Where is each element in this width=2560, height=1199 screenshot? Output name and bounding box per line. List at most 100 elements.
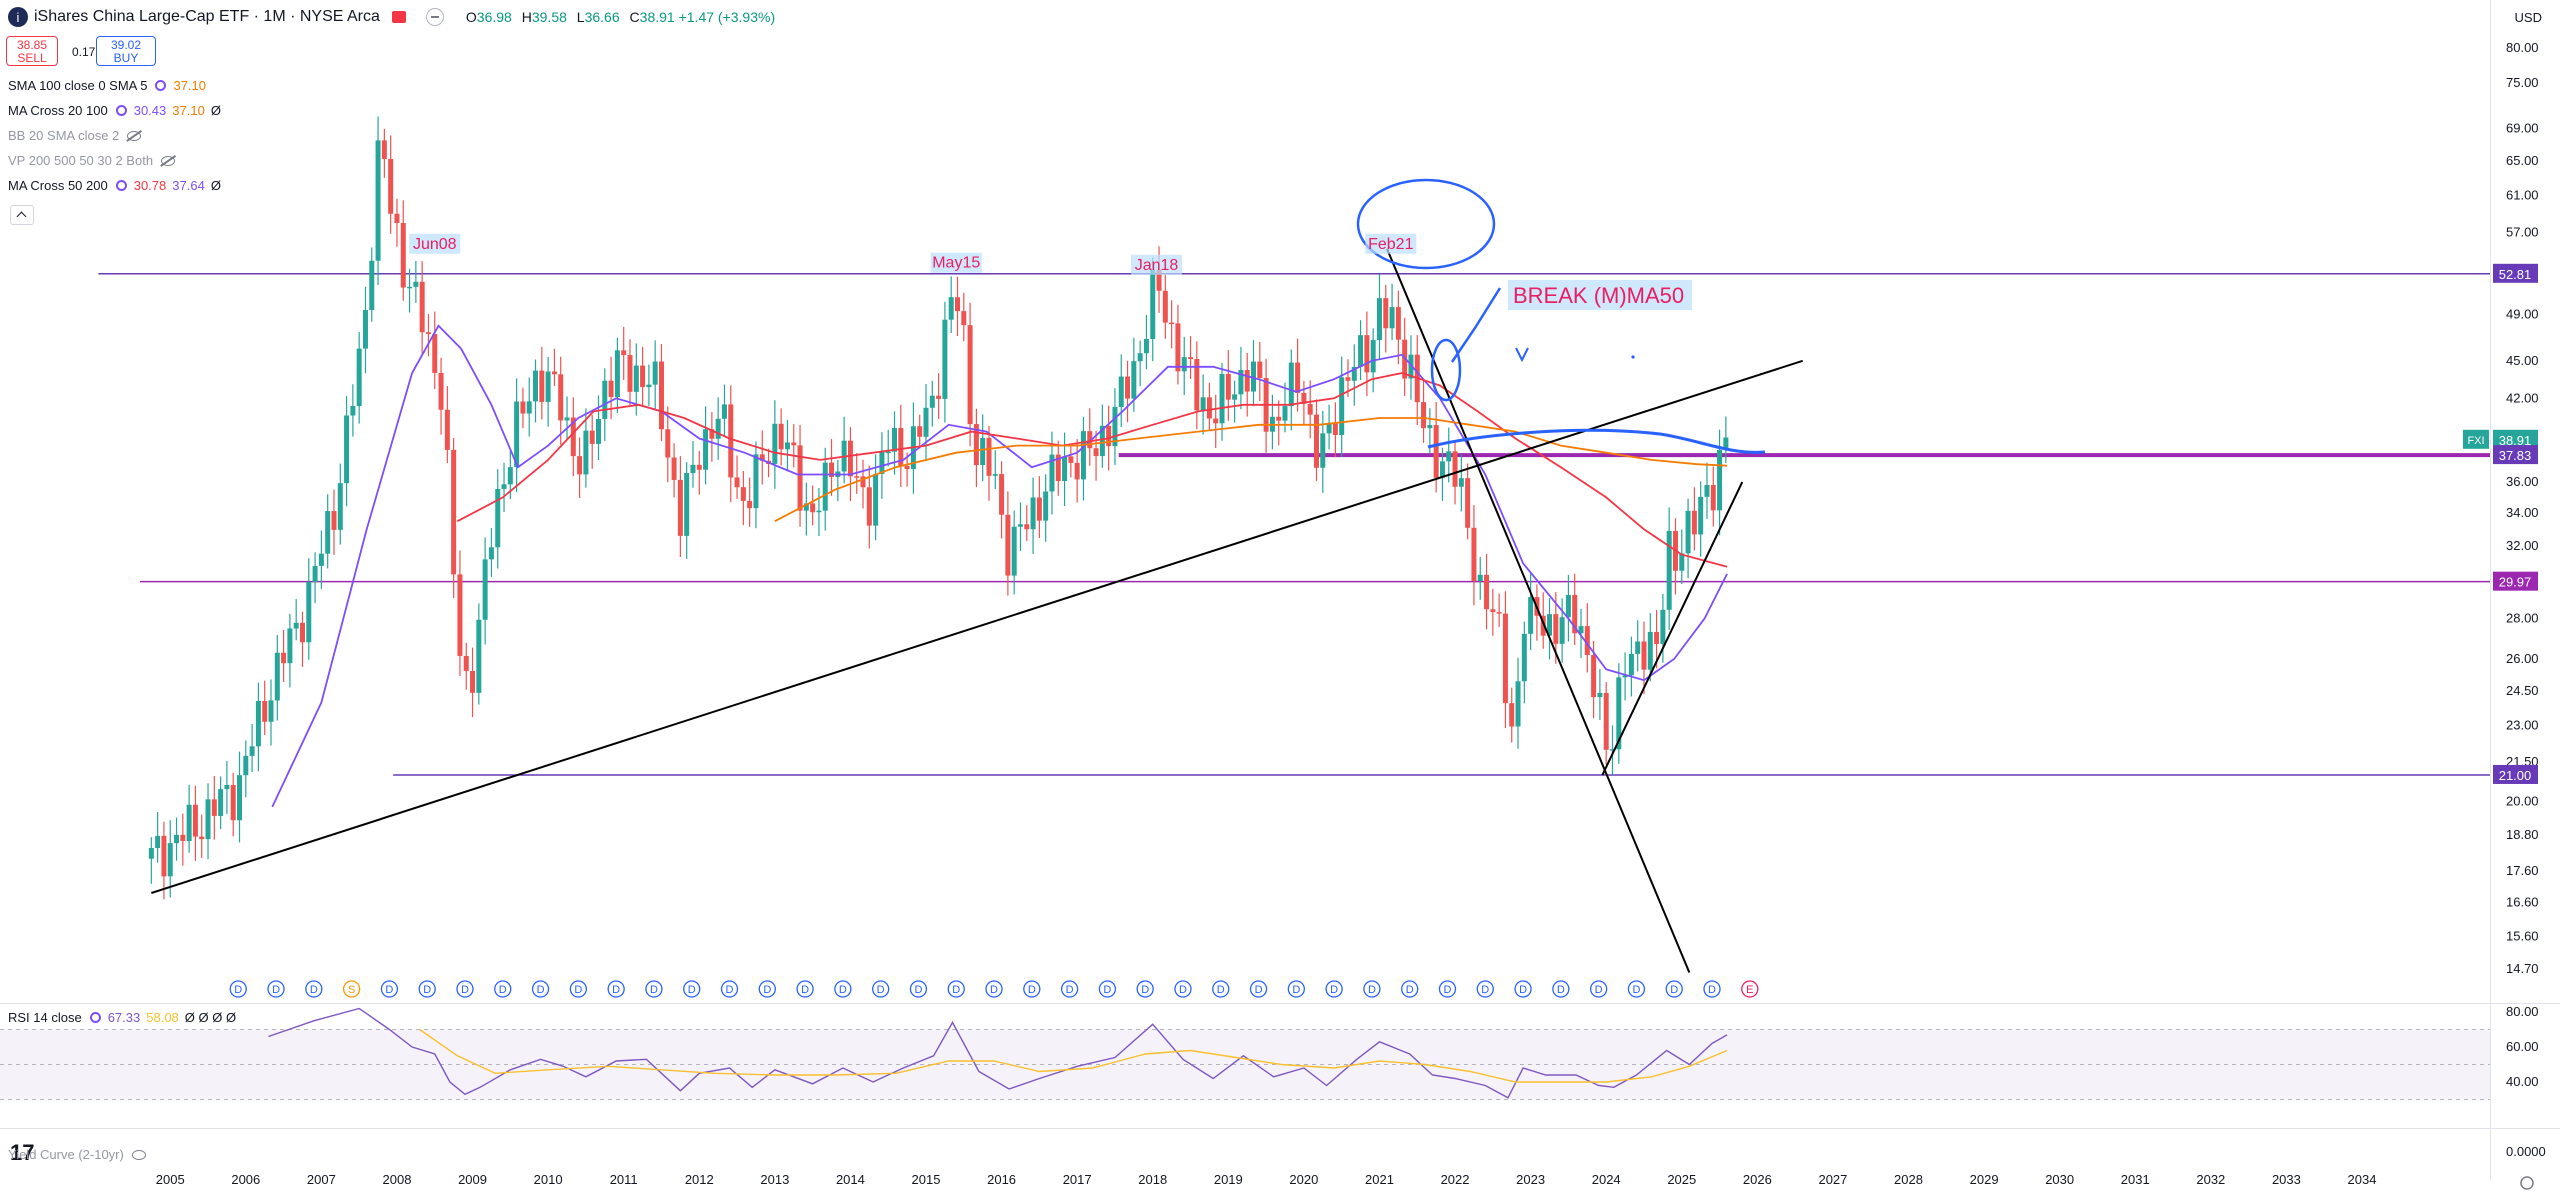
candle[interactable] [1691, 487, 1697, 551]
candle[interactable] [1578, 608, 1584, 658]
candle[interactable] [1647, 613, 1653, 682]
candle[interactable] [658, 344, 664, 442]
candle[interactable] [344, 396, 350, 507]
candle[interactable] [470, 647, 476, 718]
candle[interactable] [1628, 636, 1634, 697]
candle[interactable] [822, 447, 828, 531]
dividend-marker[interactable]: D [1665, 980, 1683, 998]
candle[interactable] [318, 530, 324, 589]
candle[interactable] [734, 455, 740, 499]
candle[interactable] [1421, 380, 1427, 443]
candle[interactable] [444, 386, 450, 464]
candle[interactable] [369, 247, 375, 322]
dividend-marker[interactable]: D [569, 980, 587, 998]
candle[interactable] [463, 642, 469, 690]
candle[interactable] [1112, 388, 1118, 465]
candle[interactable] [1641, 621, 1647, 695]
candle[interactable] [652, 340, 658, 409]
candle[interactable] [1093, 430, 1099, 481]
candle[interactable] [1332, 402, 1338, 458]
candle[interactable] [728, 385, 734, 503]
candle[interactable] [1666, 507, 1672, 630]
candle[interactable] [287, 613, 293, 688]
candle[interactable] [1458, 454, 1464, 512]
candle[interactable] [1622, 652, 1628, 701]
candle[interactable] [388, 135, 394, 234]
candle[interactable] [1597, 669, 1603, 721]
candle[interactable] [1376, 274, 1382, 359]
candle[interactable] [948, 276, 954, 333]
candle[interactable] [211, 775, 217, 840]
candle[interactable] [1654, 609, 1660, 669]
moving-average-line[interactable] [271, 324, 1728, 808]
dividend-marker[interactable]: D [909, 980, 928, 998]
candle[interactable] [1062, 432, 1068, 507]
candle[interactable] [1717, 429, 1723, 536]
candle[interactable] [1087, 408, 1093, 466]
candle[interactable] [1433, 401, 1439, 493]
rsi-line[interactable] [419, 1028, 1728, 1083]
candle[interactable] [413, 261, 419, 303]
candle[interactable] [1276, 400, 1282, 446]
dividend-marker[interactable]: D [758, 980, 776, 998]
candle[interactable] [1017, 502, 1023, 552]
dividend-marker[interactable]: D [1627, 980, 1646, 998]
candle[interactable] [255, 682, 261, 772]
candle[interactable] [155, 812, 161, 863]
candle[interactable] [407, 268, 413, 313]
candle[interactable] [627, 339, 633, 406]
candle[interactable] [1188, 336, 1194, 379]
symbol-title[interactable]: iShares China Large-Cap ETF · 1M · NYSE … [34, 8, 380, 25]
candle[interactable] [451, 438, 457, 599]
candle[interactable] [797, 424, 803, 527]
candle[interactable] [589, 414, 595, 469]
candle[interactable] [1080, 416, 1086, 501]
dividend-marker[interactable]: D [1249, 980, 1268, 998]
candle[interactable] [1395, 290, 1401, 365]
candle[interactable] [929, 380, 935, 427]
dividend-marker[interactable]: D [796, 980, 814, 998]
candle[interactable] [1307, 380, 1313, 439]
candle[interactable] [803, 482, 809, 536]
rsi-line[interactable] [268, 1007, 1728, 1099]
dividend-marker[interactable]: D [872, 980, 890, 998]
candle[interactable] [885, 429, 891, 467]
candle[interactable] [1484, 553, 1490, 630]
candle[interactable] [892, 411, 898, 475]
candle[interactable] [1099, 404, 1105, 468]
candle[interactable] [1610, 725, 1616, 775]
candle[interactable] [1710, 466, 1716, 527]
candle[interactable] [677, 456, 683, 558]
candle[interactable] [438, 357, 444, 435]
candle[interactable] [1528, 573, 1534, 651]
candle[interactable] [992, 450, 998, 489]
candle[interactable] [1320, 410, 1326, 493]
candle[interactable] [1439, 447, 1445, 501]
candle[interactable] [1685, 498, 1691, 579]
dividend-marker[interactable]: D [229, 980, 247, 998]
indicator-ma-cross-50-200[interactable]: MA Cross 50 200 30.78 37.64 Ø [8, 178, 221, 193]
candle[interactable] [1515, 657, 1521, 749]
dividend-marker[interactable]: D [720, 980, 739, 998]
candle[interactable] [841, 416, 847, 484]
candle[interactable] [394, 198, 400, 247]
candle[interactable] [1313, 399, 1319, 482]
candle[interactable] [1509, 687, 1515, 743]
candle[interactable] [614, 337, 620, 414]
candle[interactable] [860, 459, 866, 509]
break-arrow-drawing[interactable] [1450, 287, 1502, 363]
candle[interactable] [621, 326, 627, 381]
candle[interactable] [709, 412, 715, 462]
dividend-marker[interactable]: D [1363, 980, 1381, 998]
indicator-sma-100[interactable]: SMA 100 close 0 SMA 5 37.10 [8, 78, 206, 93]
candle[interactable] [293, 599, 299, 641]
candle[interactable] [425, 314, 431, 357]
candle[interactable] [564, 396, 570, 440]
dividend-marker[interactable]: E [1741, 980, 1759, 998]
candle[interactable] [199, 814, 205, 858]
dividend-marker[interactable]: D [1212, 980, 1230, 998]
candle[interactable] [1603, 682, 1609, 765]
candle[interactable] [784, 420, 790, 472]
candle[interactable] [1175, 304, 1181, 385]
